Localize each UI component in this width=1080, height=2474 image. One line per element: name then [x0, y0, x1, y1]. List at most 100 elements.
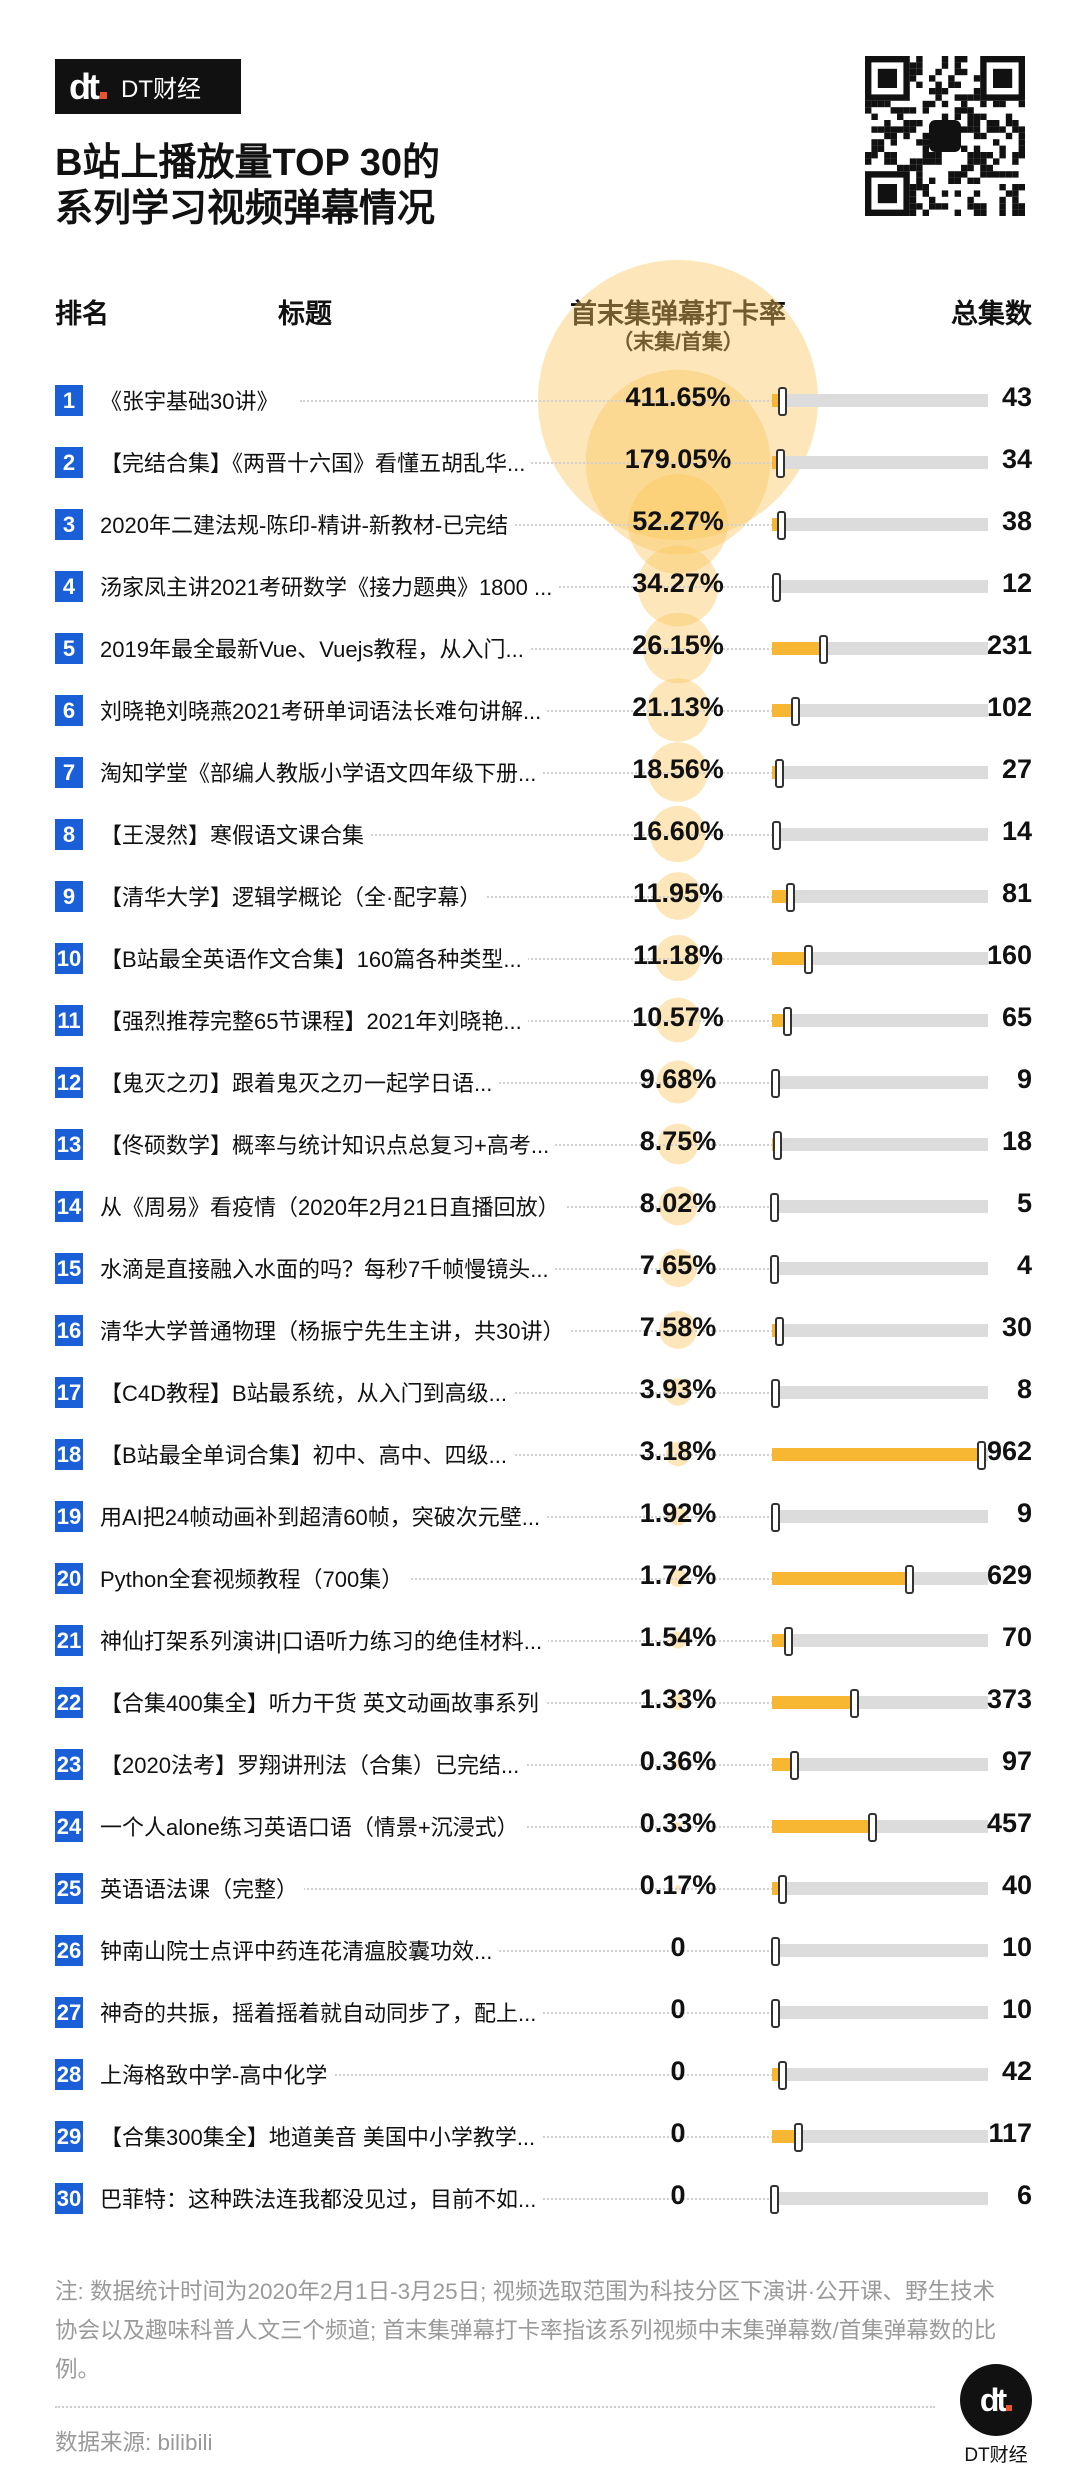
episodes-bar-track — [772, 1007, 988, 1036]
episodes-bar-track — [771, 1999, 988, 2028]
video-title: 淘知学堂《部编人教版小学语文四年级下册... — [100, 756, 543, 788]
episodes-bar-marker — [771, 1937, 781, 1966]
table-row: 29 【合集300集全】地道美音 美国中小学教学... 0 117 — [0, 2116, 1080, 2156]
table-row: 5 2019年最全最新Vue、Vuejs教程，从入门... 26.15% 231 — [0, 628, 1080, 668]
table-row: 28 上海格致中学-高中化学 0 42 — [0, 2054, 1080, 2094]
rank-badge: 13 — [55, 1129, 83, 1160]
leader-line — [300, 896, 985, 898]
leader-line — [300, 1144, 985, 1146]
episodes-bar-marker — [776, 449, 786, 478]
header-rate: 首末集弹幕打卡率 — [570, 299, 786, 329]
episodes-bar-track — [772, 697, 988, 726]
rank-badge: 27 — [55, 1997, 83, 2028]
leader-line — [300, 1578, 985, 1580]
table-row: 21 神仙打架系列演讲|口语听力练习的绝佳材料... 1.54% 70 — [0, 1620, 1080, 1660]
brand-name: DT财经 — [120, 76, 201, 103]
leader-line — [300, 772, 985, 774]
episodes-bar-marker — [777, 511, 787, 540]
leader-line — [300, 400, 985, 402]
episodes-bar — [772, 1696, 853, 1709]
table-row: 25 英语语法课（完整） 0.17% 40 — [0, 1868, 1080, 1908]
table-row: 12 【鬼灭之刃】跟着鬼灭之刃一起学日语... 9.68% 9 — [0, 1062, 1080, 1102]
leader-line — [300, 834, 985, 836]
video-title: 2020年二建法规-陈印-精讲-新教材-已完结 — [100, 508, 515, 540]
table-row: 30 巴菲特：这种跌法连我都没见过，目前不如... 0 6 — [0, 2178, 1080, 2218]
rate-label: 0 — [670, 2180, 686, 2210]
episodes-count: 38 — [1001, 506, 1032, 536]
video-title: 神奇的共振，摇着摇着就自动同步了，配上... — [100, 1996, 543, 2028]
episodes-count: 43 — [1001, 382, 1032, 412]
episodes-count: 5 — [1016, 1188, 1032, 1218]
table-row: 23 【2020法考】罗翔讲刑法（合集）已完结... 0.36% 97 — [0, 1744, 1080, 1784]
table-row: 3 2020年二建法规-陈印-精讲-新教材-已完结 52.27% 38 — [0, 504, 1080, 544]
episodes-bar-marker — [849, 1689, 859, 1718]
divider — [55, 2406, 935, 2408]
leader-line — [300, 1702, 985, 1704]
episodes-bar-marker — [771, 1999, 781, 2028]
rate-label: 3.93% — [639, 1374, 717, 1404]
video-title: 【B站最全单词合集】初中、高中、四级... — [100, 1438, 514, 1470]
rank-badge: 2 — [55, 447, 83, 478]
rate-bubble — [668, 1568, 688, 1588]
episodes-count: 9 — [1016, 1064, 1032, 1094]
leader-line — [300, 1020, 985, 1022]
leader-line — [300, 1950, 985, 1952]
episodes-bar-track — [772, 1131, 988, 1160]
header-rank: 排名 — [55, 299, 109, 329]
table-row: 9 【清华大学】逻辑学概论（全·配字幕） 11.95% 81 — [0, 876, 1080, 916]
rate-label: 8.75% — [639, 1126, 717, 1156]
rank-badge: 14 — [55, 1191, 83, 1222]
rank-badge: 15 — [55, 1253, 83, 1284]
episodes-bar-track — [772, 1813, 988, 1842]
rank-badge: 6 — [55, 695, 83, 726]
rate-label: 0.17% — [639, 1870, 717, 1900]
rate-label: 11.95% — [632, 878, 724, 908]
episodes-bar-track — [772, 883, 988, 912]
episodes-count: 40 — [1001, 1870, 1032, 1900]
leader-line — [300, 648, 985, 650]
episodes-bar — [772, 1572, 908, 1585]
episodes-count: 160 — [986, 940, 1032, 970]
episodes-bar — [772, 642, 822, 655]
episodes-bar-track — [772, 387, 988, 416]
leader-line — [300, 1454, 985, 1456]
leader-line — [300, 2198, 985, 2200]
video-title: 【合集300集全】地道美音 美国中小学教学... — [100, 2120, 542, 2152]
rate-label: 9.68% — [639, 1064, 717, 1094]
rate-label: 21.13% — [632, 692, 724, 722]
footnote: 注: 数据统计时间为2020年2月1日-3月25日; 视频选取范围为科技分区下演… — [55, 2279, 997, 2382]
video-title: 钟南山院士点评中药连花清瘟胶囊功效... — [100, 1934, 499, 1966]
episodes-bar-marker — [770, 1193, 780, 1222]
episodes-bar-marker — [786, 883, 796, 912]
episodes-bar-track — [770, 1503, 988, 1532]
leader-line — [300, 586, 985, 588]
episodes-bar — [772, 1014, 787, 1027]
rate-label: 0.33% — [639, 1808, 717, 1838]
episodes-bar-track — [772, 2061, 988, 2090]
leader-line — [300, 2074, 985, 2076]
video-title: 【清华大学】逻辑学概论（全·配字幕） — [100, 880, 488, 912]
rank-badge: 10 — [55, 943, 83, 974]
episodes-bar — [772, 952, 807, 965]
table-row: 8 【王渂然】寒假语文课合集 16.60% 14 — [0, 814, 1080, 854]
episodes-count: 962 — [986, 1436, 1032, 1466]
episodes-bar-marker — [803, 945, 813, 974]
rank-badge: 23 — [55, 1749, 83, 1780]
rate-label: 18.56% — [632, 754, 724, 784]
episodes-count: 81 — [1001, 878, 1032, 908]
video-title: 【完结合集】《两晋十六国》看懂五胡乱华... — [100, 446, 532, 478]
episodes-bar — [772, 1758, 793, 1771]
rank-badge: 25 — [55, 1873, 83, 1904]
video-title: 神仙打架系列演讲|口语听力练习的绝佳材料... — [100, 1624, 549, 1656]
episodes-count: 231 — [986, 630, 1032, 660]
leader-line — [300, 1640, 985, 1642]
rate-label: 0 — [670, 1994, 686, 2024]
episodes-count: 117 — [988, 2118, 1032, 2148]
table-row: 15 水滴是直接融入水面的吗？每秒7千帧慢镜头... 7.65% 4 — [0, 1248, 1080, 1288]
leader-line — [300, 1392, 985, 1394]
leader-line — [300, 710, 985, 712]
rank-badge: 20 — [55, 1563, 83, 1594]
video-title: 清华大学普通物理（杨振宁先生主讲，共30讲） — [100, 1314, 571, 1346]
table-row: 14 从《周易》看疫情（2020年2月21日直播回放） 8.02% 5 — [0, 1186, 1080, 1226]
episodes-bar — [772, 518, 781, 531]
